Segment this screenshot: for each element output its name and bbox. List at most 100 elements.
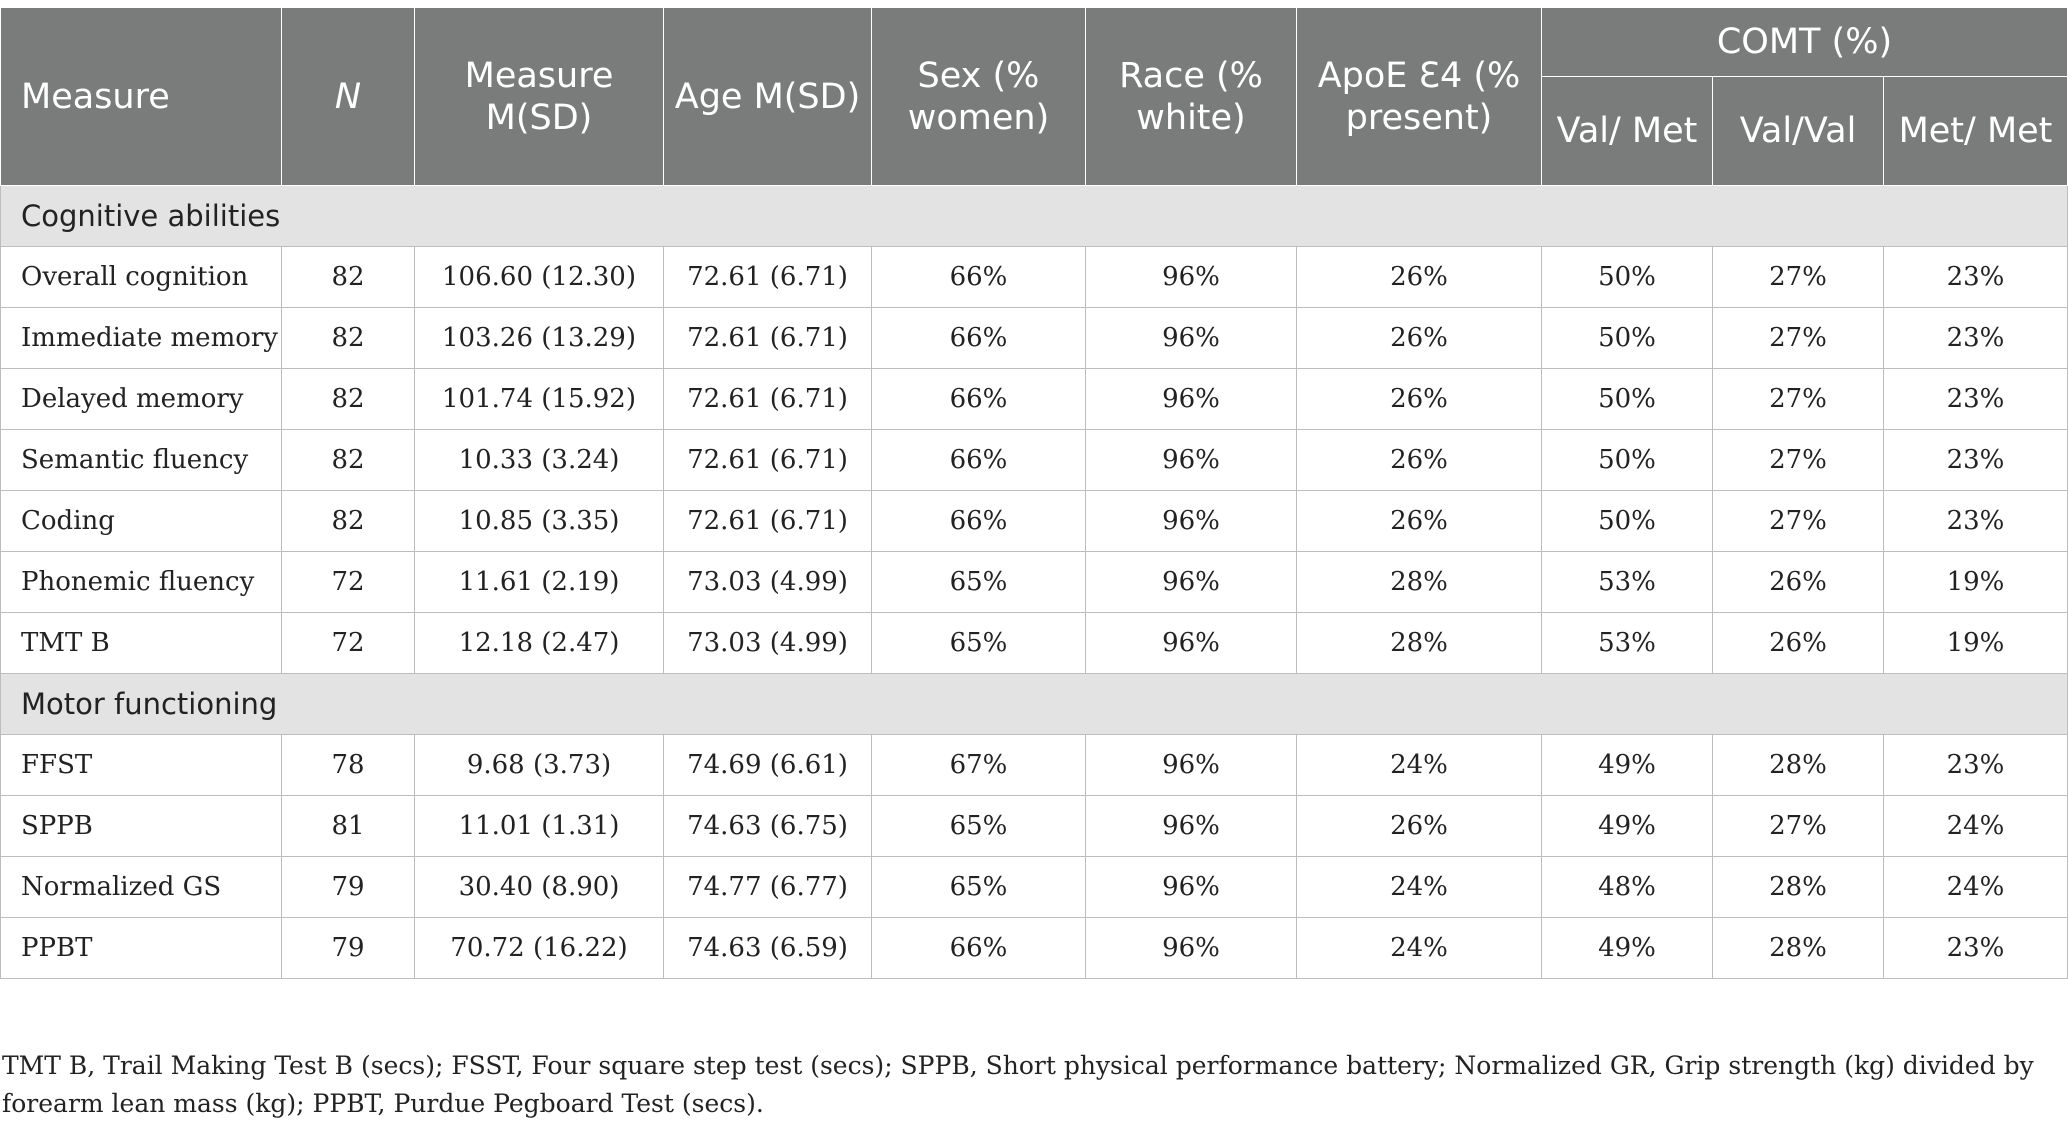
header-val-val: Val/Val [1712,76,1884,186]
table-row: Semantic fluency 82 10.33 (3.24) 72.61 (6.7… [0,429,2068,491]
cell-val-val: 27% [1712,429,1884,491]
cell-measure: Phonemic fluency [0,551,282,613]
cell-n: 72 [281,551,415,613]
cell-val-val: 27% [1712,490,1884,552]
cell-met-met: 23% [1883,307,2068,369]
cell-sex: 65% [871,612,1086,674]
cell-measure: Immediate memory [0,307,282,369]
cell-age: 74.77 (6.77) [663,856,872,918]
cell-race: 96% [1085,368,1297,430]
header-n: N [281,8,415,186]
cell-measure: PPBT [0,917,282,979]
cell-age: 74.63 (6.75) [663,795,872,857]
table-row: Phonemic fluency 72 11.61 (2.19) 73.03 (4.9… [0,551,2068,613]
cell-apoe: 28% [1296,612,1542,674]
cell-apoe: 24% [1296,734,1542,796]
cell-met-met: 23% [1883,429,2068,491]
cell-measure: Delayed memory [0,368,282,430]
cell-measure-msd: 101.74 (15.92) [414,368,664,430]
cell-measure-msd: 30.40 (8.90) [414,856,664,918]
cell-met-met: 23% [1883,368,2068,430]
cell-sex: 66% [871,490,1086,552]
cell-n: 82 [281,490,415,552]
table-footnote: TMT B, Trail Making Test B (secs); FSST,… [2,1051,2034,1118]
table-row: Delayed memory 82 101.74 (15.92) 72.61 (6.7… [0,368,2068,430]
cell-met-met: 19% [1883,612,2068,674]
table-row: TMT B 72 12.18 (2.47) 73.03 (4.99) 65% 96% 28%… [0,612,2068,674]
cell-n: 79 [281,917,415,979]
header-measure: Measure [0,8,282,186]
cell-measure-msd: 106.60 (12.30) [414,246,664,308]
cell-measure: FFST [0,734,282,796]
cell-n: 82 [281,307,415,369]
cell-n: 82 [281,429,415,491]
cell-sex: 66% [871,917,1086,979]
cell-apoe: 28% [1296,551,1542,613]
cell-val-met: 49% [1541,734,1713,796]
cell-val-met: 50% [1541,429,1713,491]
table-header: Measure N Measure M(SD) Age M(SD) Sex (%… [0,8,2068,186]
cell-sex: 66% [871,246,1086,308]
cell-met-met: 24% [1883,856,2068,918]
cell-val-met: 50% [1541,490,1713,552]
cell-age: 72.61 (6.71) [663,490,872,552]
cell-measure: TMT B [0,612,282,674]
cell-sex: 65% [871,856,1086,918]
demographics-table-container: Measure N Measure M(SD) Age M(SD) Sex (%… [0,8,2068,979]
cell-sex: 66% [871,429,1086,491]
header-race: Race (% white) [1085,8,1297,186]
header-val-met: Val/ Met [1541,76,1713,186]
demographics-table: Measure N Measure M(SD) Age M(SD) Sex (%… [0,8,2068,979]
cell-val-met: 53% [1541,612,1713,674]
cell-sex: 67% [871,734,1086,796]
table-row: Overall cognition 82 106.60 (12.30) 72.61 (… [0,246,2068,308]
cell-n: 81 [281,795,415,857]
cell-n: 72 [281,612,415,674]
table-body: Cognitive abilities Overall cognition 82 10… [0,185,2068,979]
cell-age: 73.03 (4.99) [663,551,872,613]
cell-val-val: 26% [1712,551,1884,613]
cell-val-met: 49% [1541,917,1713,979]
cell-apoe: 26% [1296,246,1542,308]
cell-age: 72.61 (6.71) [663,307,872,369]
cell-age: 74.69 (6.61) [663,734,872,796]
header-age: Age M(SD) [663,8,872,186]
cell-sex: 66% [871,368,1086,430]
cell-val-val: 28% [1712,734,1884,796]
cell-age: 72.61 (6.71) [663,246,872,308]
cell-val-val: 27% [1712,246,1884,308]
cell-race: 96% [1085,917,1297,979]
cell-val-val: 27% [1712,307,1884,369]
cell-met-met: 23% [1883,246,2068,308]
cell-val-val: 27% [1712,795,1884,857]
cell-val-val: 28% [1712,917,1884,979]
cell-race: 96% [1085,856,1297,918]
cell-measure: SPPB [0,795,282,857]
cell-race: 96% [1085,795,1297,857]
header-apoe: ApoE Ɛ4 (% present) [1296,8,1542,186]
cell-measure-msd: 103.26 (13.29) [414,307,664,369]
cell-age: 72.61 (6.71) [663,368,872,430]
cell-measure-msd: 11.01 (1.31) [414,795,664,857]
cell-n: 82 [281,368,415,430]
cell-sex: 65% [871,795,1086,857]
cell-n: 79 [281,856,415,918]
cell-val-met: 53% [1541,551,1713,613]
section-row: Motor functioning [0,673,2068,735]
cell-val-val: 27% [1712,368,1884,430]
cell-apoe: 26% [1296,490,1542,552]
cell-race: 96% [1085,490,1297,552]
table-row: Normalized GS 79 30.40 (8.90) 74.77 (6.77) 6… [0,856,2068,918]
cell-measure-msd: 70.72 (16.22) [414,917,664,979]
header-comt: COMT (%) [1541,8,2068,77]
cell-measure-msd: 11.61 (2.19) [414,551,664,613]
cell-race: 96% [1085,246,1297,308]
cell-race: 96% [1085,612,1297,674]
cell-sex: 66% [871,307,1086,369]
cell-apoe: 24% [1296,917,1542,979]
cell-val-met: 50% [1541,246,1713,308]
cell-measure: Overall cognition [0,246,282,308]
cell-val-met: 50% [1541,368,1713,430]
cell-val-met: 50% [1541,307,1713,369]
cell-measure-msd: 9.68 (3.73) [414,734,664,796]
